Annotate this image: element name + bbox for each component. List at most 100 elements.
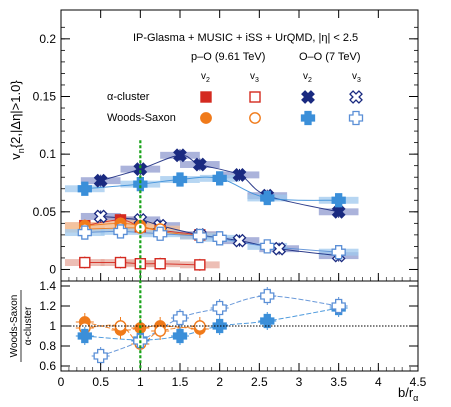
data-point-shape bbox=[77, 181, 92, 196]
header-po: p–O (9.61 TeV) bbox=[191, 51, 265, 63]
xtick-label: 0 bbox=[58, 375, 65, 389]
data-point-shape bbox=[114, 256, 127, 269]
data-point-shape bbox=[260, 190, 275, 206]
bottom-ylabel-den: α-cluster bbox=[23, 306, 34, 345]
legend-marker-ws-po-v2 bbox=[200, 112, 212, 124]
xtick-label: 4.5 bbox=[410, 375, 427, 389]
legend-markers bbox=[200, 90, 364, 126]
data-point bbox=[272, 241, 287, 256]
top-ytick-label: 0 bbox=[49, 262, 56, 276]
ratio-point bbox=[154, 325, 167, 337]
legend-marker-ws-po-v2-shape bbox=[200, 112, 212, 124]
data-point bbox=[212, 171, 227, 186]
data-point-shape bbox=[232, 167, 247, 182]
legend-marker-cluster-po-v3 bbox=[249, 91, 261, 103]
legend-row-cluster: α-cluster bbox=[107, 91, 150, 103]
header-v2-po: v2 bbox=[201, 71, 210, 84]
bottom-ytick-label: 0.6 bbox=[39, 359, 56, 373]
legend-marker-ws-oo-v3-shape bbox=[348, 110, 364, 126]
ratio-point bbox=[331, 298, 346, 314]
x-axis-label: b/rα bbox=[398, 385, 418, 403]
ratio-point bbox=[172, 328, 188, 344]
ratio-point bbox=[260, 313, 275, 329]
legend-marker-cluster-oo-v2 bbox=[301, 90, 315, 104]
ratio-point bbox=[212, 318, 227, 334]
data-point bbox=[260, 239, 275, 254]
ratio-point-shape bbox=[212, 318, 227, 334]
data-point-shape bbox=[133, 176, 148, 192]
data-point bbox=[134, 258, 147, 270]
data-point bbox=[113, 224, 128, 239]
data-point-shape bbox=[172, 172, 188, 187]
data-point bbox=[260, 190, 275, 206]
ratio-point-shape bbox=[154, 325, 167, 337]
data-point-shape bbox=[113, 224, 128, 239]
ratio-point bbox=[93, 348, 108, 364]
ratio-point-shape bbox=[93, 348, 108, 364]
xtick-label: 3 bbox=[296, 375, 303, 389]
xtick-label: 4 bbox=[375, 375, 382, 389]
data-point-shape bbox=[192, 228, 207, 244]
data-point bbox=[192, 228, 207, 244]
data-point bbox=[93, 173, 108, 188]
data-point bbox=[194, 259, 206, 271]
legend-marker-ws-oo-v2 bbox=[300, 110, 316, 126]
legend-marker-cluster-oo-v3-shape bbox=[349, 90, 363, 104]
xtick-label: 2 bbox=[216, 375, 223, 389]
ratio-point bbox=[260, 288, 275, 304]
data-point bbox=[331, 193, 346, 208]
data-point bbox=[212, 231, 227, 246]
legend-marker-ws-po-v3 bbox=[249, 112, 261, 124]
top-ytick-label: 0.2 bbox=[39, 32, 56, 46]
data-point-shape bbox=[331, 245, 346, 260]
ratio-point-shape bbox=[172, 328, 188, 344]
data-point-shape bbox=[79, 256, 91, 269]
legend-marker-cluster-po-v3-shape bbox=[249, 91, 261, 103]
bottom-ytick-label: 1.2 bbox=[39, 299, 56, 313]
header-v3-oo: v3 bbox=[352, 71, 361, 84]
bottom-ytick-label: 1.4 bbox=[39, 279, 56, 293]
legend-marker-cluster-oo-v2-shape bbox=[301, 90, 315, 104]
ratio-point bbox=[172, 310, 188, 326]
data-point-shape bbox=[331, 204, 346, 219]
data-point-shape bbox=[272, 241, 287, 256]
data-point-shape bbox=[153, 226, 168, 241]
legend-row-ws: Woods-Saxon bbox=[107, 112, 176, 124]
legend-marker-ws-oo-v3 bbox=[348, 110, 364, 126]
chart-title: IP-Glasma + MUSIC + iSS + UrQMD, |η| < 2… bbox=[133, 32, 358, 44]
ratio-point bbox=[212, 300, 227, 316]
data-point-shape bbox=[212, 231, 227, 246]
data-point-shape bbox=[93, 209, 108, 224]
axes: 0 0.05 0.1 0.15 0.2 0 0.5 1 1.5 2 2.5 3 3.5 4 4.5 0.6 0.… bbox=[33, 10, 427, 389]
xtick-label: 2.5 bbox=[251, 375, 268, 389]
legend-marker-cluster-oo-v3 bbox=[349, 90, 363, 104]
data-point-shape bbox=[212, 171, 227, 186]
header-v2-oo: v2 bbox=[303, 71, 312, 84]
data-point bbox=[114, 256, 127, 269]
data-point bbox=[154, 258, 166, 270]
legend-marker-ws-po-v3-shape bbox=[249, 112, 261, 124]
data-point bbox=[93, 209, 108, 224]
ratio-point-shape bbox=[260, 313, 275, 329]
xtick-label: 1 bbox=[137, 375, 144, 389]
data-point-shape bbox=[192, 157, 207, 172]
ratio-point-shape bbox=[77, 328, 92, 344]
top-ylabel: vn{2,|Δη|>1.0} bbox=[8, 80, 26, 160]
data-point bbox=[133, 176, 148, 192]
data-point bbox=[192, 157, 207, 172]
ratio-point-shape bbox=[172, 310, 188, 326]
data-point bbox=[232, 167, 247, 182]
data-point-shape bbox=[134, 258, 147, 270]
top-ytick-label: 0.15 bbox=[33, 89, 57, 103]
xtick-label: 1.5 bbox=[172, 375, 189, 389]
data-point-shape bbox=[232, 233, 247, 248]
data-point bbox=[173, 148, 187, 163]
data-point-shape bbox=[331, 193, 346, 208]
data-point-shape bbox=[93, 173, 108, 188]
data-point bbox=[331, 204, 346, 219]
data-point bbox=[77, 225, 92, 240]
data-point-shape bbox=[77, 225, 92, 240]
data-point bbox=[153, 226, 168, 241]
header-v3-po: v3 bbox=[250, 71, 259, 84]
data-point-shape bbox=[173, 148, 187, 163]
